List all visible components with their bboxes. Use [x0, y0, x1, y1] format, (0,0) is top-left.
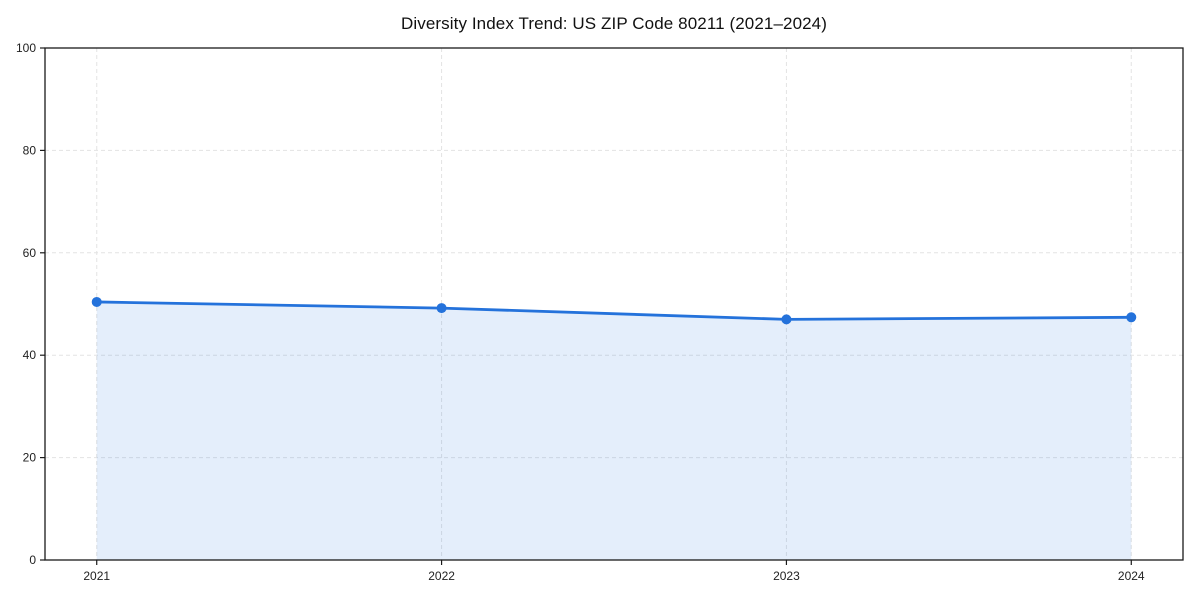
x-axis-tick-label: 2021 — [83, 569, 110, 583]
plot-border — [44, 47, 1184, 561]
chart-line — [95, 300, 1133, 321]
y-axis-tick-label: 80 — [23, 143, 37, 157]
y-axis-tick-label: 100 — [16, 41, 36, 55]
data-point-marker — [1126, 312, 1137, 323]
data-point-marker — [436, 303, 447, 314]
data-point-marker — [781, 314, 792, 325]
y-axis-tick-label: 20 — [23, 451, 37, 465]
y-axis-tick-label: 60 — [23, 246, 37, 260]
x-axis-tick-label: 2023 — [773, 569, 800, 583]
data-point-marker — [91, 296, 102, 307]
chart-title: Diversity Index Trend: US ZIP Code 80211… — [400, 14, 828, 33]
x-axis-tick-label: 2022 — [428, 569, 455, 583]
y-axis-tick-label: 40 — [23, 348, 37, 362]
chart-area — [96, 301, 1132, 560]
x-axis-tick-label: 2024 — [1118, 569, 1145, 583]
y-axis-tick-label: 0 — [29, 553, 36, 567]
